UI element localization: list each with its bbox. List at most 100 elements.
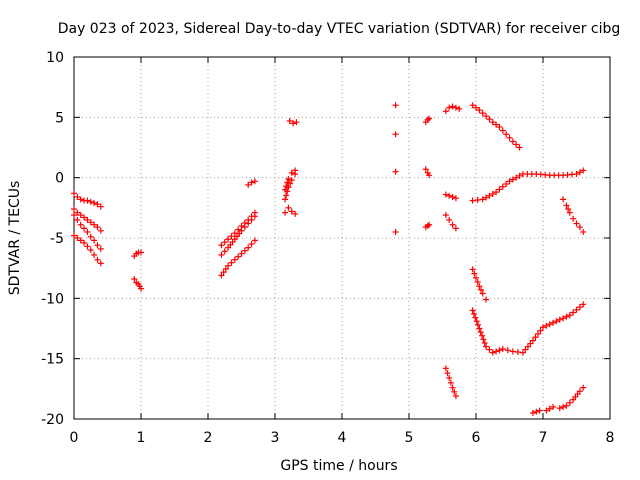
data-point xyxy=(71,212,77,219)
data-point xyxy=(456,105,463,112)
data-series xyxy=(282,204,299,217)
data-point xyxy=(527,340,534,347)
data-point xyxy=(474,196,481,203)
data-point xyxy=(546,405,553,412)
data-point xyxy=(516,144,523,151)
data-point xyxy=(556,316,563,323)
data-point xyxy=(251,213,258,220)
data-point xyxy=(293,119,300,126)
data-point xyxy=(486,346,493,353)
data-series xyxy=(286,117,300,127)
data-point xyxy=(477,329,484,336)
data-point xyxy=(283,192,290,199)
grid xyxy=(74,57,610,419)
data-point xyxy=(392,168,399,175)
data-point xyxy=(91,237,98,244)
data-point xyxy=(218,242,225,249)
data-point xyxy=(576,224,583,231)
chart-title: Day 023 of 2023, Sidereal Day-to-day VTE… xyxy=(58,21,621,37)
data-point xyxy=(97,260,104,267)
data-point xyxy=(540,324,546,331)
data-point xyxy=(97,245,104,252)
data-point xyxy=(509,138,516,145)
data-point xyxy=(446,216,453,223)
data-point xyxy=(483,296,490,303)
data-point xyxy=(536,407,543,414)
data-point xyxy=(566,209,573,216)
data-point xyxy=(292,210,299,217)
data-point xyxy=(84,243,91,250)
data-point xyxy=(479,110,486,117)
x-tick-label: 2 xyxy=(204,430,213,446)
data-point xyxy=(472,314,479,321)
data-point xyxy=(503,181,510,188)
data-series xyxy=(131,249,144,260)
data-point xyxy=(442,191,449,198)
y-tick-label: -10 xyxy=(41,291,64,307)
data-point xyxy=(91,200,98,207)
data-point xyxy=(74,193,81,200)
data-point xyxy=(446,104,453,111)
data-point xyxy=(449,384,456,391)
data-point xyxy=(228,233,235,240)
data-point xyxy=(499,127,506,134)
data-point xyxy=(452,104,459,111)
data-point xyxy=(221,239,228,246)
data-point xyxy=(452,225,459,232)
data-point xyxy=(516,172,523,179)
data-point xyxy=(245,220,252,227)
data-point xyxy=(446,192,453,199)
data-point xyxy=(392,102,399,109)
data-point xyxy=(444,370,451,377)
data-point xyxy=(288,177,295,184)
data-point xyxy=(292,167,299,174)
data-point xyxy=(479,290,486,297)
data-point xyxy=(560,196,567,203)
data-series xyxy=(71,212,104,252)
data-point xyxy=(543,322,550,329)
data-point xyxy=(522,346,529,353)
data-point xyxy=(546,321,553,328)
data-point xyxy=(424,222,431,229)
data-point xyxy=(87,247,94,254)
x-tick-label: 5 xyxy=(405,430,414,446)
data-series xyxy=(71,232,104,267)
y-tick-label: -15 xyxy=(41,352,64,368)
data-point xyxy=(514,349,521,356)
data-point xyxy=(486,192,493,199)
data-point xyxy=(241,224,248,231)
data-series xyxy=(422,221,433,231)
data-point xyxy=(442,365,449,372)
data-point xyxy=(287,180,294,187)
data-point xyxy=(478,286,485,293)
data-point xyxy=(138,285,144,292)
data-point xyxy=(87,219,94,226)
data-point xyxy=(471,270,478,277)
data-point xyxy=(573,171,580,178)
data-point xyxy=(469,102,476,109)
data-point xyxy=(493,121,500,128)
data-point xyxy=(506,178,513,185)
data-point xyxy=(570,309,577,316)
data-point xyxy=(469,197,476,204)
data-point xyxy=(513,141,520,148)
data-point xyxy=(452,195,459,202)
data-point xyxy=(220,269,227,276)
data-point xyxy=(483,343,490,350)
data-point xyxy=(576,388,583,395)
data-point xyxy=(580,228,587,235)
y-tick-label: -5 xyxy=(50,231,64,247)
x-tick-label: 6 xyxy=(472,430,481,446)
data-series xyxy=(560,196,587,235)
y-tick-label: -20 xyxy=(41,412,64,428)
data-point xyxy=(493,348,500,355)
x-tick-label: 1 xyxy=(137,430,146,446)
data-point xyxy=(580,384,587,391)
data-point xyxy=(550,403,557,410)
data-point xyxy=(449,103,456,110)
data-point xyxy=(426,172,433,179)
data-point xyxy=(476,107,483,114)
data-point xyxy=(509,348,516,355)
data-point xyxy=(489,349,496,356)
data-point xyxy=(218,251,225,258)
